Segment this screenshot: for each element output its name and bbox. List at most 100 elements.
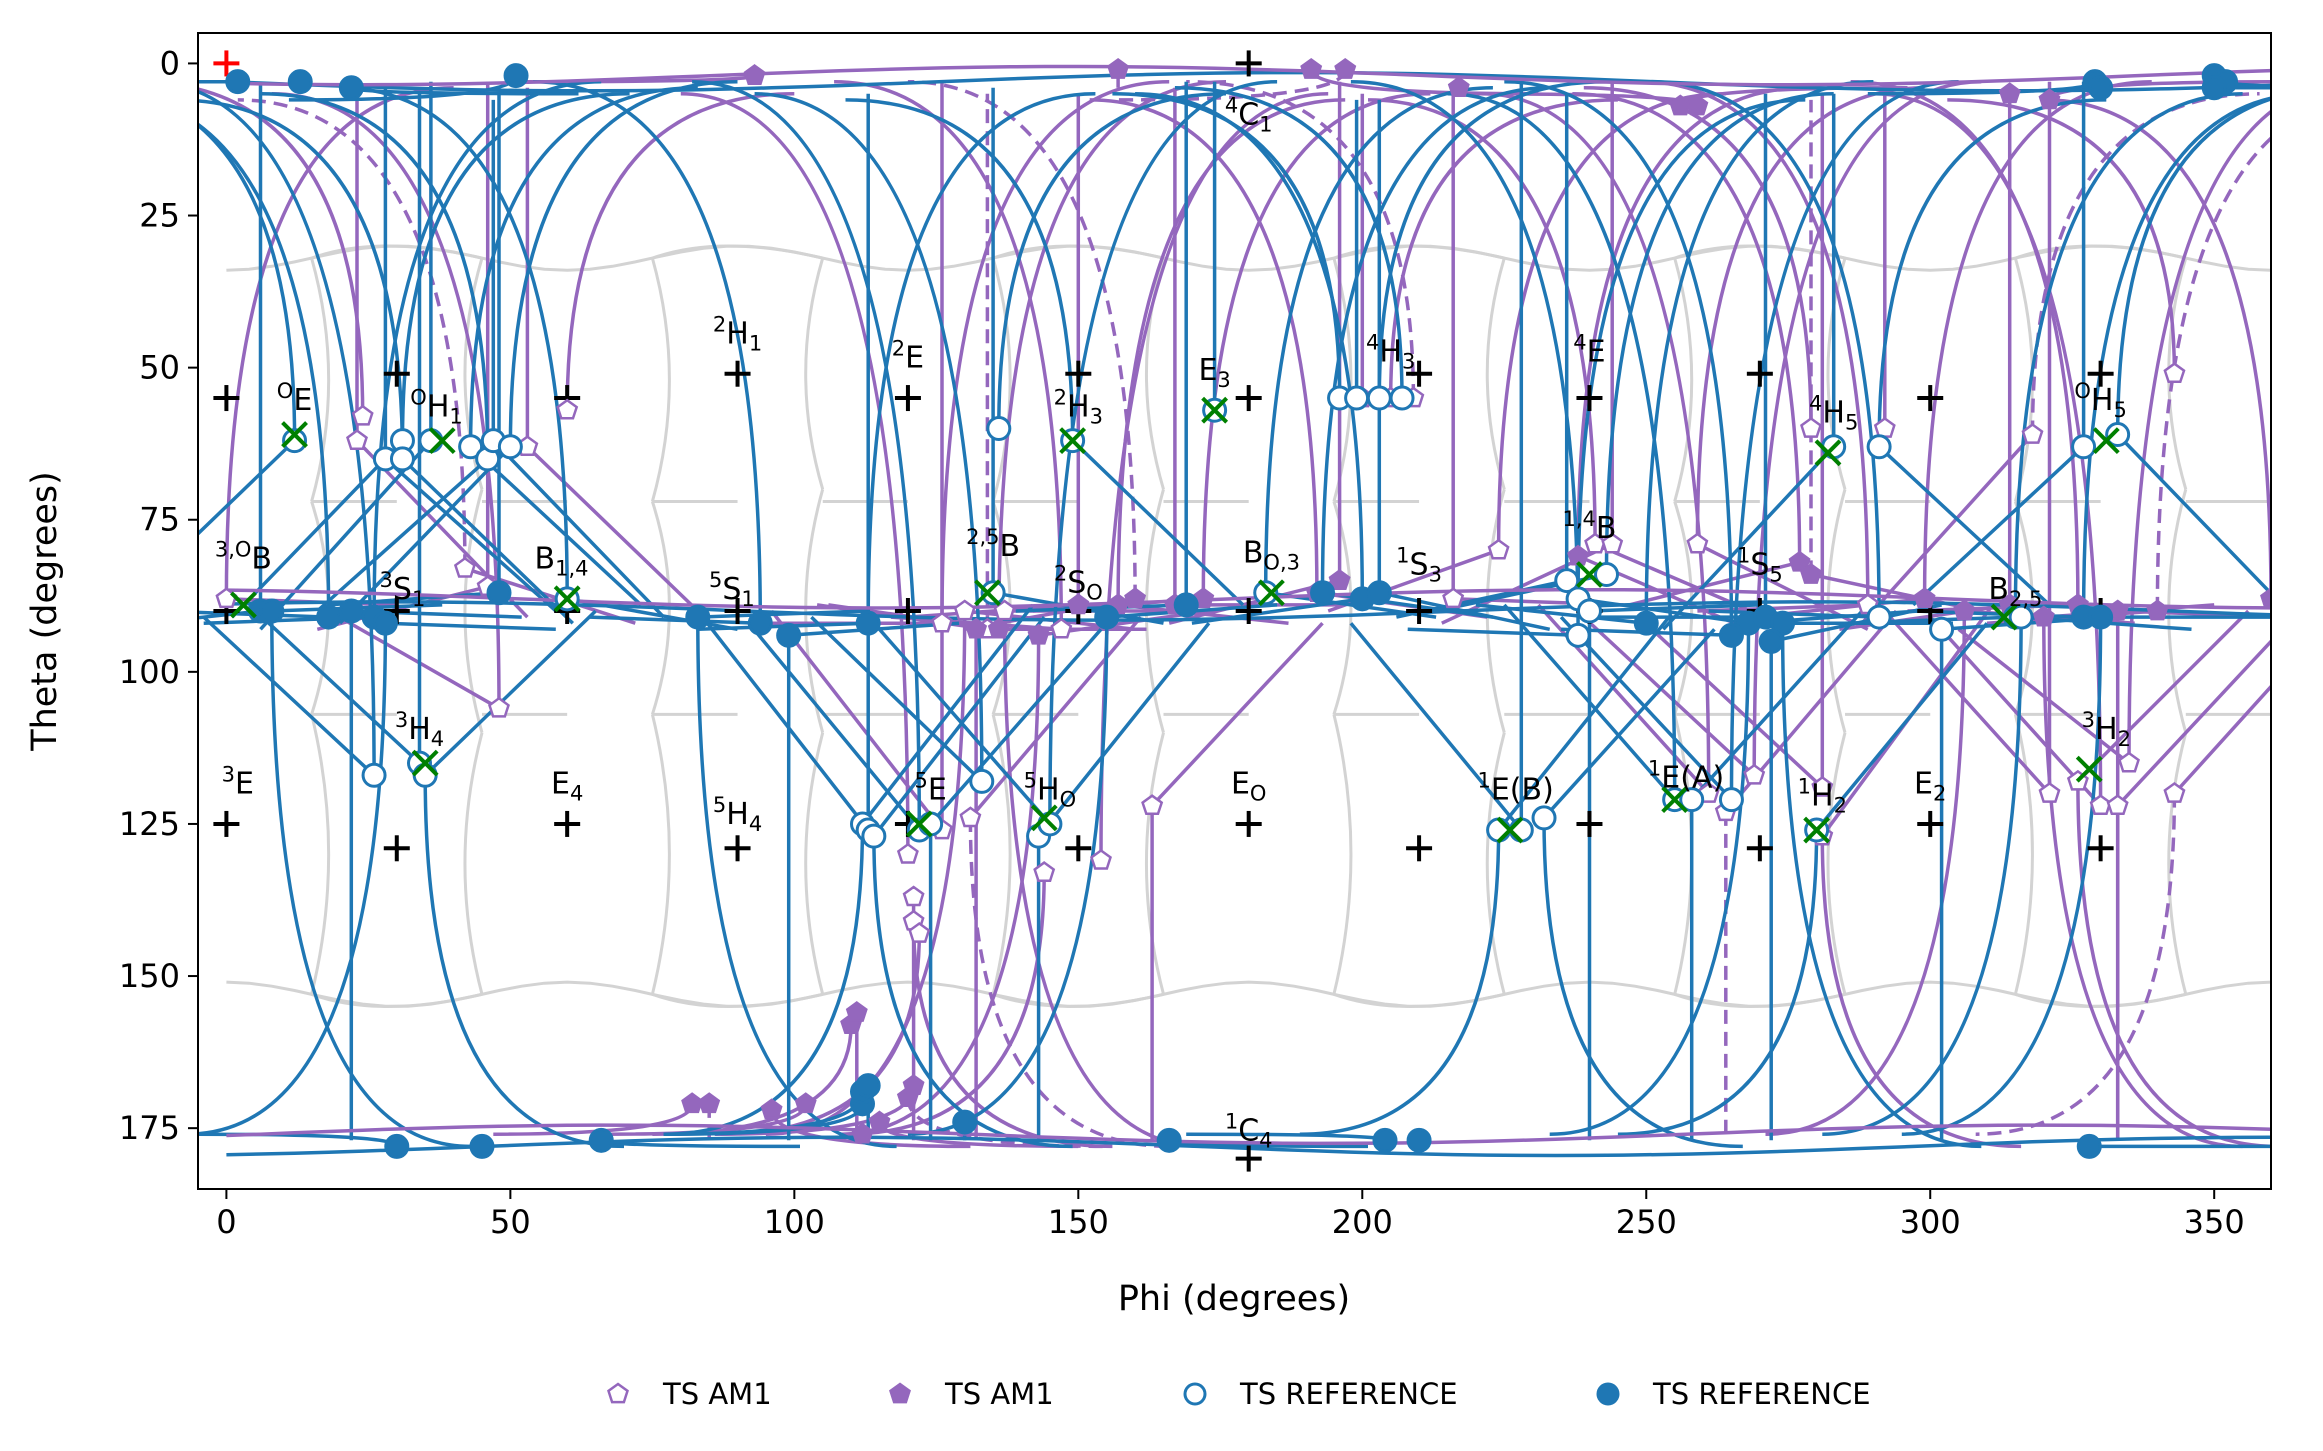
ts-am1-point — [2021, 423, 2044, 444]
x-tick-label: 200 — [1332, 1203, 1393, 1241]
landmark-plus — [213, 385, 240, 412]
background-line — [310, 257, 331, 502]
legend-entry: TS REFERENCE — [1596, 1377, 1871, 1411]
trajectory-line — [845, 98, 1075, 441]
ts-reference-point — [2008, 604, 2034, 630]
transition-x-marker — [411, 749, 439, 777]
legend-swatch — [889, 1382, 911, 1404]
puckering-label: 4C1 — [1225, 93, 1273, 136]
ts-reference-point — [1679, 787, 1705, 813]
ts-reference-point — [952, 1109, 978, 1135]
puckering-label: 3H2 — [2082, 708, 2131, 751]
transition-x-b — [1030, 804, 1058, 832]
ts-am1-point — [1334, 57, 1357, 79]
background-line — [226, 980, 2271, 1008]
trajectory-line — [1542, 628, 1716, 820]
landmark-plus — [1917, 810, 1944, 837]
trajectory-line — [1407, 627, 1579, 638]
ts-am1-point — [488, 696, 510, 718]
transition-x-b — [1803, 816, 1831, 844]
ts-am1-point — [902, 885, 925, 907]
puckering-label: OE — [277, 379, 313, 418]
trajectory-line — [492, 439, 665, 619]
puckering-label: BO,3 — [1243, 535, 1300, 574]
x-tick-label: 250 — [1616, 1203, 1677, 1241]
trajectory-line — [866, 92, 1096, 624]
trajectory-line — [2013, 92, 2243, 618]
transition-x-marker — [281, 421, 308, 448]
puckering-label: 4E — [1573, 331, 1605, 370]
landmark-plus — [2087, 835, 2114, 862]
trajectory-line — [1150, 622, 1324, 807]
puckering-label: 1S5 — [1737, 543, 1783, 586]
puckering-label: 3,OB — [215, 537, 272, 576]
ts-am1-point — [868, 1110, 891, 1132]
ts-am1-point — [1800, 416, 1822, 438]
puckering-label: EO — [1231, 767, 1267, 806]
ts-am1-point — [1998, 82, 2021, 104]
trajectory-line — [878, 628, 1052, 826]
background-line — [1332, 257, 1353, 502]
background-line — [1333, 992, 1505, 1008]
landmark-plus — [1235, 50, 1262, 77]
trajectory-line — [1112, 92, 1342, 399]
transition-x-marker — [1814, 439, 1842, 467]
y-tick-label: 75 — [139, 501, 180, 539]
background-voronoi-lines — [226, 244, 2271, 1008]
ts-reference-point — [2071, 434, 2097, 460]
trajectory-line — [198, 123, 297, 441]
ts-am1-point — [1328, 569, 1351, 590]
transition-markers — [230, 396, 2120, 844]
ts-am1-point — [851, 1122, 874, 1144]
puckering-label: 4H5 — [1809, 391, 1858, 434]
ts-am1-point — [351, 404, 374, 426]
y-axis: 0 25 50 75 100 125 150 175 — [119, 44, 198, 1147]
landmark-plus — [894, 598, 921, 624]
legend-label: TS AM1 — [662, 1377, 772, 1411]
ts-am1-point — [760, 1098, 783, 1120]
trajectory-line — [1628, 560, 1801, 607]
trajectory-line — [861, 603, 1035, 825]
background-line — [1485, 732, 1506, 995]
trajectory-line — [198, 610, 329, 619]
transition-x-marker — [2075, 755, 2103, 783]
ts-reference-point — [855, 1073, 881, 1099]
trajectory-line — [401, 457, 575, 625]
trajectory-line — [2042, 617, 2243, 1149]
background-line — [992, 992, 1164, 1008]
landmark-plus — [1917, 385, 1944, 412]
transition-x-b — [1576, 561, 1603, 588]
trajectory-line — [1651, 79, 1881, 618]
plot-region: 4C1 1C4 OE OH1 2H1 2E 2H3 E3 4H3 4E 4H5 OH5 3,OB 3S1 B… — [198, 50, 2271, 1172]
ts-reference-point — [1929, 616, 1955, 642]
legend-entry: TS AM1 — [889, 1377, 1054, 1411]
landmark-plus — [1406, 360, 1433, 387]
trajectory-line — [1650, 628, 1824, 789]
trajectory-line — [754, 92, 984, 782]
ts-am1-point — [2163, 362, 2186, 384]
ts-reference-point — [1718, 787, 1744, 813]
transition-x-b — [2075, 755, 2103, 783]
transition-x-b — [1258, 579, 1285, 607]
trajectory-line — [565, 92, 795, 411]
puckering-label: B1,4 — [534, 541, 588, 580]
ts-reference-point — [1866, 434, 1892, 460]
ts-reference-point — [1156, 1127, 1182, 1153]
background-line — [804, 257, 825, 490]
trajectory-line — [202, 615, 376, 777]
puckering-label: B2,5 — [1988, 572, 2042, 611]
ts-reference-point — [1508, 817, 1534, 843]
ts-reference-point — [1310, 580, 1336, 606]
ts-reference-point — [338, 598, 364, 624]
ts-am1-point — [2146, 599, 2169, 621]
ts-reference-point — [1758, 628, 1784, 654]
trajectory-line — [2116, 638, 2271, 807]
trajectory-line — [770, 609, 944, 832]
transition-x-b — [1814, 439, 1842, 467]
landmark-plus — [1746, 360, 1773, 387]
transition-x-marker — [1661, 786, 1689, 814]
ts-reference-point — [1366, 580, 1392, 606]
puckering-label: 2H3 — [1054, 385, 1103, 428]
ts-reference-point — [497, 434, 523, 460]
trajectory-line — [2173, 683, 2271, 795]
